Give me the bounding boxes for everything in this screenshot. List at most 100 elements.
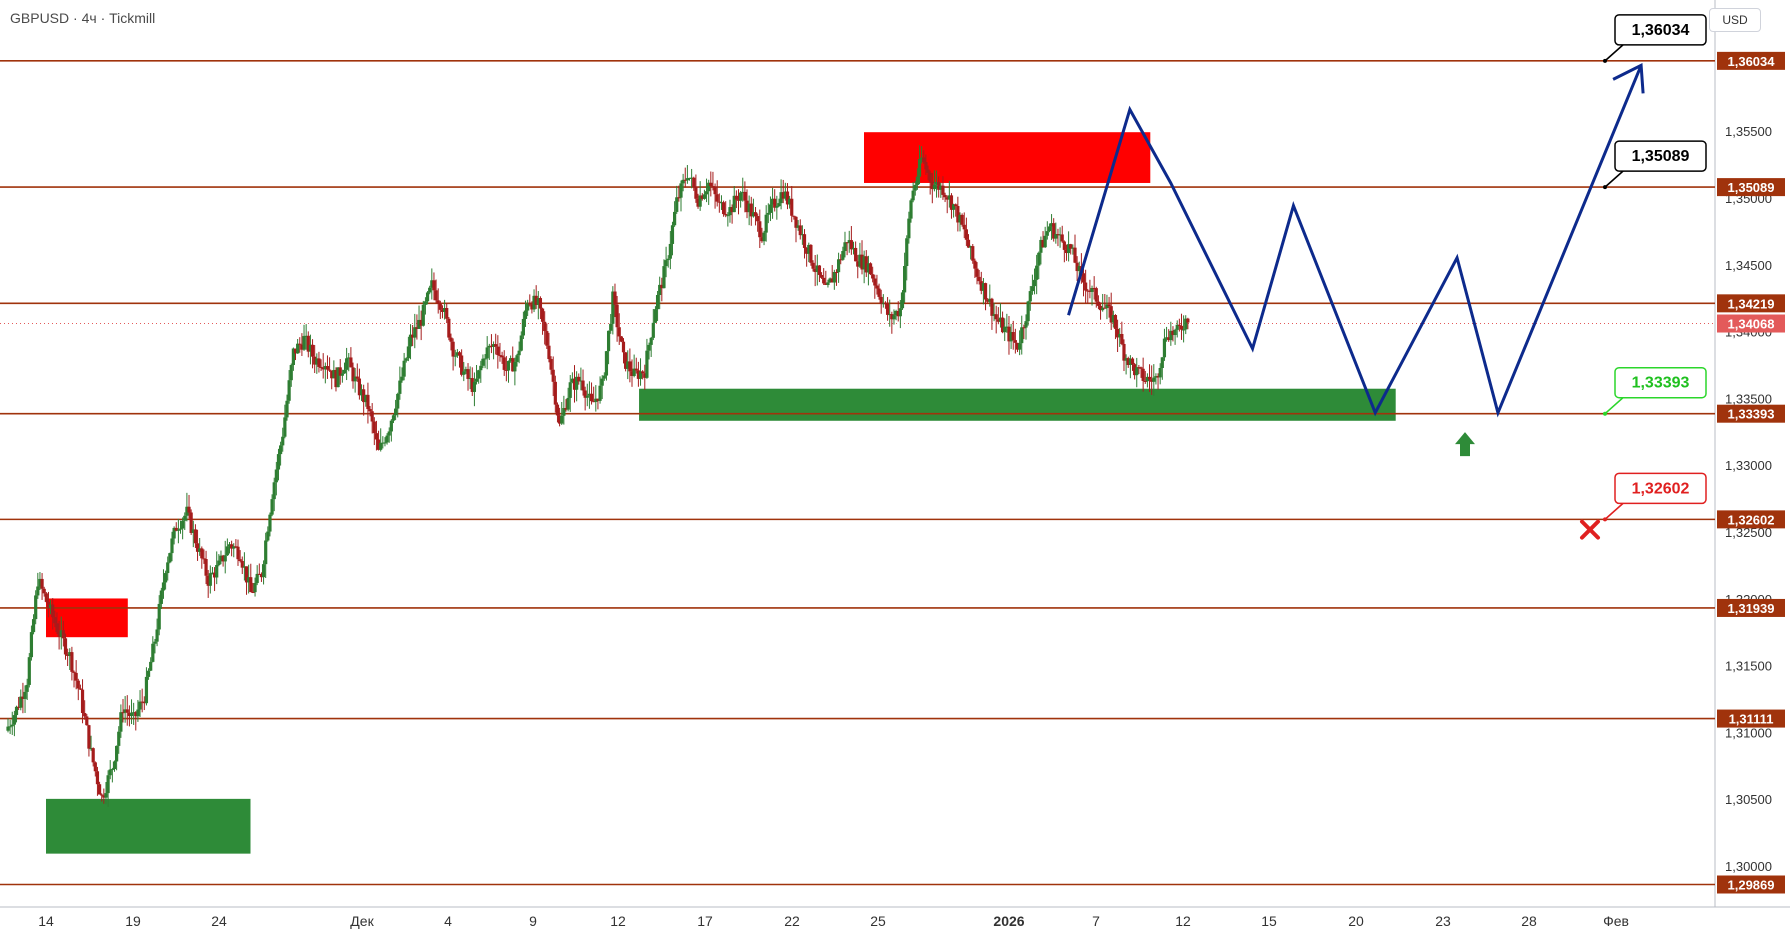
price-axis[interactable] xyxy=(1715,0,1790,942)
candle-body xyxy=(1126,358,1130,365)
candle-body xyxy=(883,303,888,305)
currency-button[interactable]: USD xyxy=(1709,8,1761,32)
candle-body xyxy=(711,186,715,188)
candle-body xyxy=(161,582,166,591)
candle-body xyxy=(140,701,144,703)
level-tag-label: 1,35089 xyxy=(1728,180,1775,195)
candle-body xyxy=(779,192,783,204)
candle-body xyxy=(327,369,332,371)
candle-body xyxy=(379,442,383,450)
resistance-zone-0[interactable] xyxy=(864,132,1151,183)
candle-body xyxy=(257,573,261,575)
candle-body xyxy=(1035,265,1039,280)
callout-0[interactable]: 1,36034 xyxy=(1603,14,1707,63)
timeframe-label[interactable]: 4ч xyxy=(81,10,97,26)
callout-box xyxy=(1614,140,1707,172)
candle-body xyxy=(415,327,419,329)
level-tag-0[interactable] xyxy=(1717,51,1785,70)
level-tag-2[interactable] xyxy=(1717,294,1785,313)
candle-body xyxy=(153,641,157,644)
candle-body xyxy=(210,572,215,574)
current-price-label: 1,34068 xyxy=(1728,317,1775,332)
candle-body xyxy=(624,352,628,369)
callout-1[interactable]: 1,35089 xyxy=(1603,140,1707,190)
candle-body xyxy=(1024,321,1028,328)
candle-body xyxy=(474,378,479,382)
callout-label: 1,32602 xyxy=(1632,480,1690,497)
candle-body xyxy=(460,355,464,375)
candle-body xyxy=(174,527,178,531)
candle-body xyxy=(736,199,741,201)
candle-body xyxy=(457,352,462,356)
candle-body xyxy=(928,172,932,182)
candle-body xyxy=(78,688,83,690)
candle-body xyxy=(87,725,91,749)
candle-body xyxy=(724,214,728,216)
callout-2[interactable]: 1,33393 xyxy=(1603,366,1707,416)
forecast-path[interactable] xyxy=(1067,64,1643,418)
current-price-tag[interactable] xyxy=(1717,314,1785,333)
candle-body xyxy=(146,670,151,677)
candle-body xyxy=(504,369,508,371)
candle-body xyxy=(217,560,221,566)
candle-body xyxy=(95,771,100,785)
candle-body xyxy=(445,307,449,319)
candle-body xyxy=(939,185,943,190)
candle-body xyxy=(42,588,46,594)
candle-body xyxy=(1007,326,1011,342)
candle-body xyxy=(1086,290,1090,292)
candle-body xyxy=(383,442,387,444)
level-tag-7[interactable] xyxy=(1717,875,1785,894)
symbol-label[interactable]: GBPUSD xyxy=(10,10,70,26)
candle-body xyxy=(164,573,168,583)
candle-body xyxy=(966,239,971,248)
candle-body xyxy=(992,314,996,316)
candle-body xyxy=(538,298,543,309)
candle-body xyxy=(191,529,195,533)
level-tag-6[interactable] xyxy=(1717,709,1785,728)
candle-body xyxy=(523,310,528,319)
level-tag-1[interactable] xyxy=(1717,178,1785,197)
candle-body xyxy=(549,359,553,370)
candle-body xyxy=(764,214,768,233)
candle-body xyxy=(694,186,698,199)
candle-body xyxy=(941,185,945,195)
level-tag-5[interactable] xyxy=(1717,598,1785,617)
candle-body xyxy=(721,202,726,215)
candle-body xyxy=(321,367,325,370)
candle-body xyxy=(244,566,249,583)
candle-body xyxy=(809,244,813,263)
candle-body xyxy=(619,336,623,342)
candle-body xyxy=(1169,330,1173,341)
candle-body xyxy=(1092,288,1096,290)
support-zone-1[interactable] xyxy=(639,388,1396,421)
level-tag-4[interactable] xyxy=(1717,510,1785,529)
candle-body xyxy=(1028,291,1032,302)
candle-body xyxy=(670,225,675,244)
candle-body xyxy=(104,793,108,798)
callout-3[interactable]: 1,32602 xyxy=(1603,472,1707,522)
candle-body xyxy=(583,390,587,398)
candle-body xyxy=(792,215,796,217)
forecast-arrowhead xyxy=(1612,63,1645,94)
candle-body xyxy=(236,546,240,560)
candle-body xyxy=(151,643,155,662)
candle-body xyxy=(1164,337,1169,339)
candle-body xyxy=(513,361,517,372)
candle-body xyxy=(728,207,732,216)
candle-body xyxy=(1052,223,1056,239)
resistance-zone-2[interactable] xyxy=(46,598,128,638)
candle-body xyxy=(289,365,293,381)
candle-body xyxy=(100,794,104,796)
candle-body xyxy=(773,198,777,208)
candle-body xyxy=(411,334,415,338)
candle-body xyxy=(745,200,749,213)
candle-body xyxy=(178,528,183,530)
support-zone-3[interactable] xyxy=(46,798,251,854)
candle-body xyxy=(1147,376,1152,380)
candle-body xyxy=(442,307,447,312)
level-tag-3[interactable] xyxy=(1717,404,1785,423)
candle-body xyxy=(885,303,890,315)
